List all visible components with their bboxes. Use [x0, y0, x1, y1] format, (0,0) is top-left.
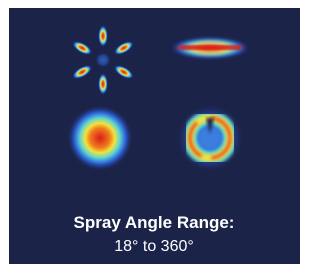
range: 18° to 360° — [114, 238, 194, 255]
spray-pattern-flat — [170, 37, 250, 59]
title: Spray Angle Range: — [74, 213, 235, 232]
spray-angle-card: Spray Angle Range: 18° to 360° — [0, 0, 308, 271]
spray-pattern-full-cone — [67, 105, 133, 171]
spray-pattern-hollow-cone — [176, 104, 244, 172]
